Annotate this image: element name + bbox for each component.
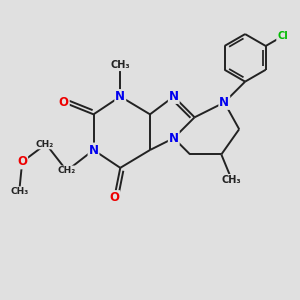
Text: Cl: Cl [277,31,288,41]
Text: CH₃: CH₃ [10,187,28,196]
Text: O: O [109,191,119,204]
Text: N: N [88,143,98,157]
Text: N: N [219,96,229,109]
Text: O: O [17,155,27,168]
Text: CH₂: CH₂ [35,140,54,148]
Text: N: N [169,90,179,103]
Text: O: O [59,96,69,109]
Text: N: N [169,132,179,145]
Text: CH₂: CH₂ [58,166,76,175]
Text: CH₃: CH₃ [222,175,242,185]
Text: CH₃: CH₃ [110,60,130,70]
Text: N: N [115,90,125,103]
